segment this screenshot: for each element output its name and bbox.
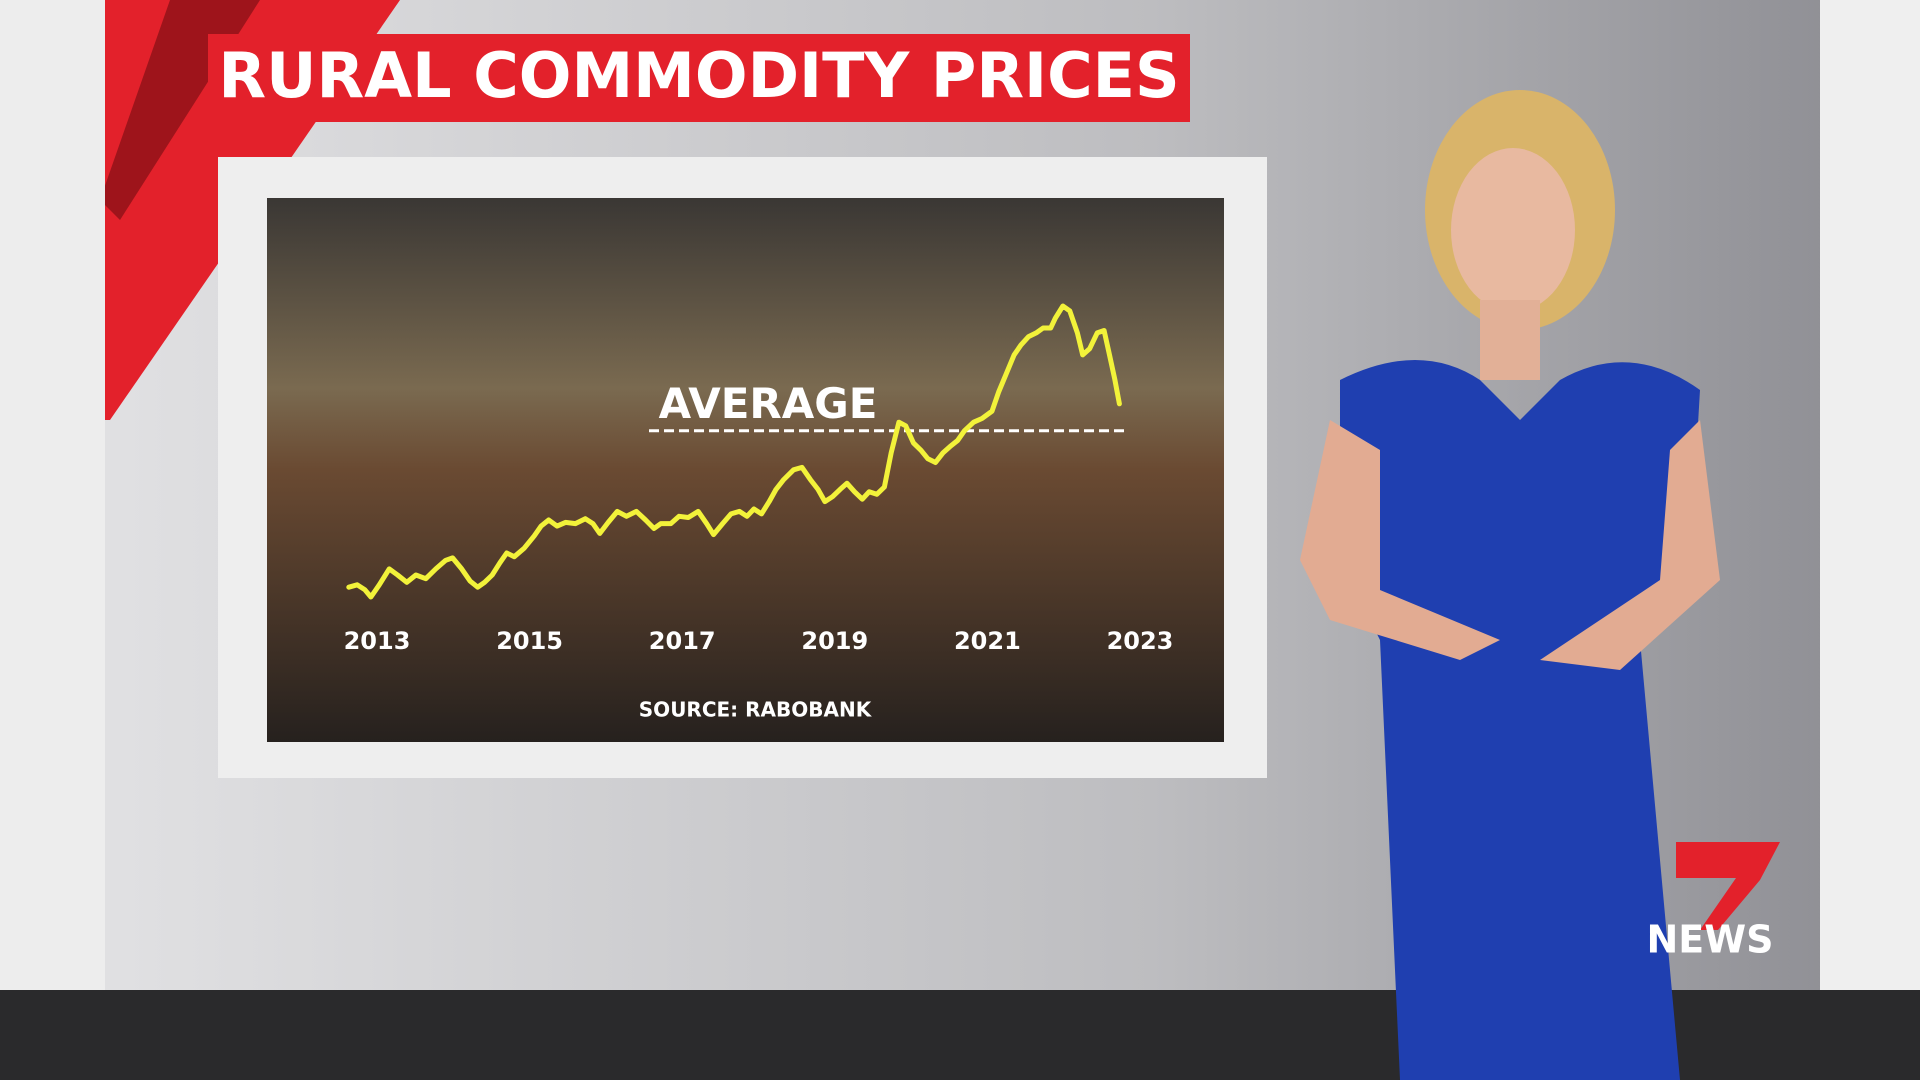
x-tick-label: 2023 [1107, 627, 1174, 655]
price-line [346, 303, 1122, 600]
chart-title: RURAL COMMODITY PRICES [218, 39, 1179, 112]
title-banner [208, 34, 1190, 122]
x-tick-label: 2021 [954, 627, 1021, 655]
presenter [1300, 90, 1720, 1080]
plot: 2013 2015 2017 2019 2021 2023 AVERAGE [344, 303, 1174, 655]
average-label: AVERAGE [659, 379, 878, 428]
source-note: SOURCE: RABOBANK [639, 698, 873, 722]
x-tick-label: 2019 [801, 627, 868, 655]
x-tick-label: 2017 [649, 627, 716, 655]
side-panel [0, 0, 105, 990]
x-tick-label: 2013 [344, 627, 411, 655]
logo-text: NEWS [1646, 918, 1773, 962]
side-panel [1820, 0, 1920, 990]
chart-panel [267, 198, 1224, 742]
logo-mark [1676, 842, 1780, 930]
x-tick-label: 2015 [496, 627, 563, 655]
